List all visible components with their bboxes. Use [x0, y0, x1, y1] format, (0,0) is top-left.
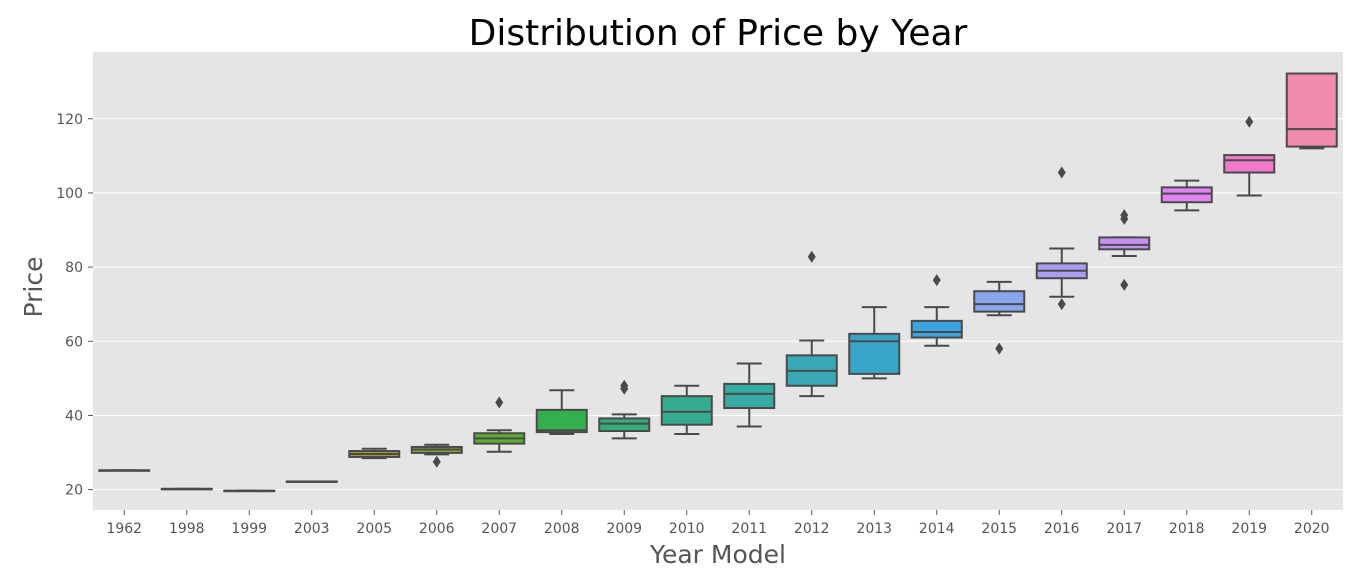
box-2016 [1035, 166, 1088, 311]
outlier-2007-0 [495, 396, 504, 409]
x-tick-label-2017: 2017 [1106, 521, 1142, 537]
box-body-2015 [973, 290, 1026, 313]
x-tick-label-2020: 2020 [1294, 521, 1330, 537]
x-tick-label-1998: 1998 [169, 521, 205, 537]
box-2011 [723, 362, 776, 428]
x-tick-label-2010: 2010 [669, 521, 705, 537]
outlier-2009-1 [620, 379, 629, 392]
x-tick-label-2006: 2006 [419, 521, 455, 537]
x-tick-label-2011: 2011 [731, 521, 767, 537]
x-tick-label-2015: 2015 [981, 521, 1017, 537]
x-tick-label-1962: 1962 [106, 521, 142, 537]
outlier-2017-0 [1120, 278, 1129, 291]
box-2013 [848, 306, 901, 380]
y-tick-label-80: 80 [65, 260, 83, 276]
y-tick-label-120: 120 [56, 112, 83, 128]
box-2006 [410, 443, 463, 468]
x-axis-ticks: 1962 1998 1999 2003 2005 2006 2007 2008 2009 2010… [106, 510, 1330, 537]
x-tick-label-2003: 2003 [294, 521, 330, 537]
x-axis-label: Year Model [649, 540, 786, 569]
box-2018 [1160, 179, 1213, 212]
y-axis-ticks: 20 40 60 80 100 120 [56, 112, 93, 499]
x-tick-label-2007: 2007 [481, 521, 517, 537]
x-tick-label-2013: 2013 [856, 521, 892, 537]
box-2017 [1098, 209, 1151, 291]
outlier-2017-2 [1120, 209, 1129, 222]
outlier-2016-1 [1057, 166, 1066, 179]
chart-title: Distribution of Price by Year [469, 13, 968, 54]
outlier-2006-0 [432, 455, 441, 468]
outlier-2015-0 [995, 342, 1004, 355]
outlier-2019-0 [1245, 115, 1254, 128]
boxes [98, 72, 1338, 493]
gridlines [93, 118, 1343, 491]
box-2012 [785, 250, 838, 398]
box-body-2014 [910, 319, 963, 339]
box-body-2008 [535, 408, 588, 434]
x-tick-label-1999: 1999 [231, 521, 267, 537]
y-axis-label: Price [19, 257, 48, 318]
box-body-2009 [598, 417, 651, 433]
x-tick-label-2005: 2005 [356, 521, 392, 537]
box-2014 [910, 274, 963, 347]
x-tick-label-2008: 2008 [544, 521, 580, 537]
x-tick-label-2014: 2014 [919, 521, 955, 537]
box-body-2010 [660, 395, 713, 426]
box-2015 [973, 280, 1026, 355]
box-2010 [660, 384, 713, 435]
outlier-2012-0 [807, 250, 816, 263]
x-tick-label-2018: 2018 [1169, 521, 1205, 537]
box-2005 [348, 447, 401, 460]
y-tick-label-100: 100 [56, 186, 83, 202]
box-body-2017 [1098, 236, 1151, 251]
y-tick-label-60: 60 [65, 334, 83, 350]
box-2008 [535, 389, 588, 435]
box-body-2018 [1160, 186, 1213, 204]
plot-area [93, 52, 1343, 510]
box-body-2013 [848, 332, 901, 375]
box-1998 [160, 487, 213, 491]
box-1962 [98, 469, 151, 472]
box-2007 [473, 396, 526, 453]
y-tick-label-20: 20 [65, 483, 83, 499]
box-body-2011 [723, 382, 776, 410]
box-body-2020 [1285, 72, 1338, 148]
y-tick-label-40: 40 [65, 408, 83, 424]
box-2003 [285, 480, 338, 483]
box-2020 [1285, 72, 1338, 150]
box-2019 [1223, 115, 1276, 197]
box-body-2019 [1223, 154, 1276, 174]
x-tick-label-2019: 2019 [1231, 521, 1267, 537]
x-tick-label-2012: 2012 [794, 521, 830, 537]
outlier-2016-0 [1057, 298, 1066, 311]
x-tick-label-2016: 2016 [1044, 521, 1080, 537]
box-1999 [223, 489, 276, 493]
box-2009 [598, 379, 651, 440]
x-tick-label-2009: 2009 [606, 521, 642, 537]
outlier-2014-0 [932, 274, 941, 287]
